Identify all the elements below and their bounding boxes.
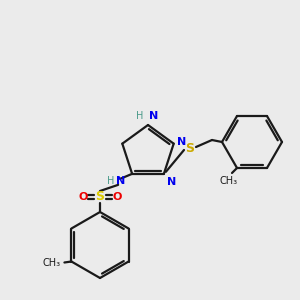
Text: S: S	[95, 190, 104, 203]
Text: N: N	[177, 137, 186, 147]
Text: N: N	[149, 111, 158, 121]
Text: CH₃: CH₃	[220, 176, 238, 186]
Text: S: S	[185, 142, 194, 155]
Text: CH₃: CH₃	[42, 259, 60, 269]
Text: N: N	[116, 176, 125, 186]
Text: O: O	[78, 192, 88, 202]
Text: H: H	[107, 176, 114, 186]
Text: N: N	[167, 177, 176, 187]
Text: H: H	[136, 111, 143, 121]
Text: O: O	[112, 192, 122, 202]
